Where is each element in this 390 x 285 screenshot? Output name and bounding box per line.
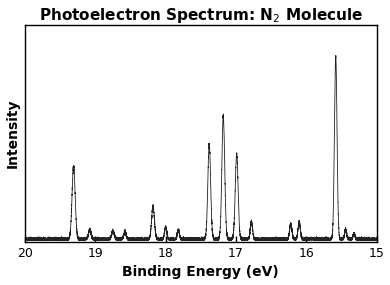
Title: Photoelectron Spectrum: N$_2$ Molecule: Photoelectron Spectrum: N$_2$ Molecule [39, 5, 363, 25]
Y-axis label: Intensity: Intensity [5, 99, 20, 168]
X-axis label: Binding Energy (eV): Binding Energy (eV) [122, 265, 279, 280]
